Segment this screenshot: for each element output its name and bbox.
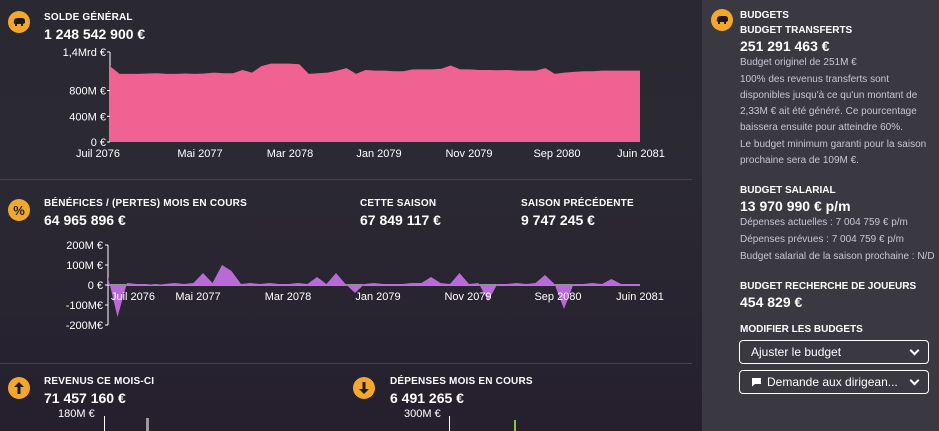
y-tick-label: -100M€ (66, 300, 103, 312)
expenses-chart-spike (514, 420, 516, 431)
chevron-down-icon (909, 375, 920, 385)
transfer-budget-note: 100% des revenus transferts sont disponi… (740, 74, 918, 133)
percent-icon: % (8, 199, 30, 221)
x-tick-label: Sep 2080 (533, 148, 580, 160)
expenses-value: 6 491 265 € (390, 390, 464, 406)
finances-overview: SOLDE GÉNÉRAL 1 248 542 900 € 1,4Mrd € 80… (0, 11, 692, 431)
section-divider (0, 363, 692, 364)
balance-value: 1 248 542 900 € (44, 26, 146, 42)
transfer-budget-original: Budget originel de 251M € (740, 57, 857, 68)
previous-season-title: SAISON PRÉCÉDENTE (521, 198, 634, 209)
x-tick-label: Mar 2078 (265, 291, 311, 303)
budgets-panel: BUDGETS BUDGET TRANSFERTS 251 291 463 € … (702, 0, 939, 431)
x-tick-label: Sep 2080 (534, 291, 581, 303)
y-tick-label: 0 € (88, 280, 103, 292)
scouting-budget-title: BUDGET RECHERCHE DE JOUEURS (740, 281, 917, 292)
y-tick-label: 200M € (66, 240, 103, 252)
section-divider (0, 179, 692, 180)
arrow-down-icon (353, 377, 375, 399)
salary-budget-title: BUDGET SALARIAL (740, 185, 836, 196)
expenses-y-axis-line (449, 416, 450, 431)
budgets-title: BUDGETS (740, 10, 789, 21)
x-tick-label: Mai 2077 (175, 291, 220, 303)
balance-y-axis: 1,4Mrd € 800M € 400M € 0 € (63, 47, 111, 149)
season-value: 67 849 117 € (360, 212, 441, 228)
y-tick-label: 800M € (69, 86, 106, 98)
x-tick-label: Mar 2078 (267, 148, 313, 160)
piggy-bank-icon (711, 9, 733, 31)
x-tick-label: Nov 2079 (445, 148, 492, 160)
profit-title: BÉNÉFICES / (PERTES) MOIS EN COURS (44, 198, 247, 209)
balance-chart: 1,4Mrd € 800M € 400M € 0 € Juil 2076 Mai 207… (63, 47, 665, 160)
y-tick-label: 0 € (91, 137, 106, 149)
chevron-down-icon (909, 345, 920, 355)
x-tick-label: Jan 2079 (356, 148, 401, 160)
x-tick-label: Juil 2076 (111, 291, 155, 303)
speech-bubble-icon (752, 378, 761, 387)
transfer-budget-value: 251 291 463 € (740, 38, 830, 54)
revenue-title: REVENUS CE MOIS-CI (44, 376, 155, 387)
x-tick-label: Juil 2076 (76, 148, 120, 160)
x-tick-label: Mai 2077 (177, 148, 222, 160)
modify-budgets-title: MODIFIER LES BUDGETS (740, 324, 863, 335)
x-tick-label: Nov 2079 (444, 291, 491, 303)
x-tick-label: Juin 2081 (617, 148, 665, 160)
profit-value: 64 965 896 € (44, 212, 126, 228)
previous-season-value: 9 747 245 € (521, 212, 595, 228)
profit-x-axis: Juil 2076 Mai 2077 Mar 2078 Jan 2079 Nov 207… (111, 291, 664, 303)
season-title: CETTE SAISON (360, 198, 437, 209)
salary-planned-spend: Dépenses prévues : 7 004 759 € p/m (740, 234, 904, 245)
revenue-value: 71 457 160 € (44, 390, 126, 406)
salary-next-season: Budget salarial de la saison prochaine :… (740, 251, 935, 262)
balance-x-axis: Juil 2076 Mai 2077 Mar 2078 Jan 2079 Nov 207… (76, 148, 665, 160)
y-tick-label: 400M € (69, 111, 106, 123)
revenue-y-tick: 180M € (58, 408, 95, 420)
adjust-budget-label: Ajuster le budget (751, 345, 842, 359)
y-tick-label: -200M€ (66, 320, 103, 332)
transfer-budget-title: BUDGET TRANSFERTS (740, 25, 853, 36)
revenue-y-axis-line (104, 416, 105, 431)
board-request-label: Demande aux dirigean... (767, 375, 898, 389)
expenses-y-tick: 300M € (404, 408, 441, 420)
balance-area (110, 63, 640, 142)
revenue-chart-spike (146, 418, 149, 431)
salary-budget-value: 13 970 990 € p/m (740, 198, 851, 214)
board-request-dropdown[interactable]: Demande aux dirigean... (739, 370, 929, 394)
expenses-title: DÉPENSES MOIS EN COURS (390, 376, 533, 387)
y-tick-label: 100M € (66, 260, 103, 272)
balance-area-series (110, 63, 640, 142)
salary-current-spend: Dépenses actuelles : 7 004 759 € p/m (740, 217, 908, 228)
balance-title: SOLDE GÉNÉRAL (44, 12, 133, 23)
arrow-up-icon (8, 377, 30, 399)
profit-chart: 200M € 100M € 0 € -100M€ -200M€ Juil 2076 Mai… (66, 240, 664, 332)
scouting-budget-value: 454 829 € (740, 294, 803, 310)
piggy-bank-icon (8, 11, 30, 33)
adjust-budget-dropdown[interactable]: Ajuster le budget (739, 340, 929, 364)
transfer-budget-minimum: Le budget minimum garanti pour la saison… (740, 139, 927, 166)
y-tick-label: 1,4Mrd € (63, 47, 106, 59)
x-tick-label: Jan 2079 (355, 291, 400, 303)
x-tick-label: Juin 2081 (616, 291, 664, 303)
